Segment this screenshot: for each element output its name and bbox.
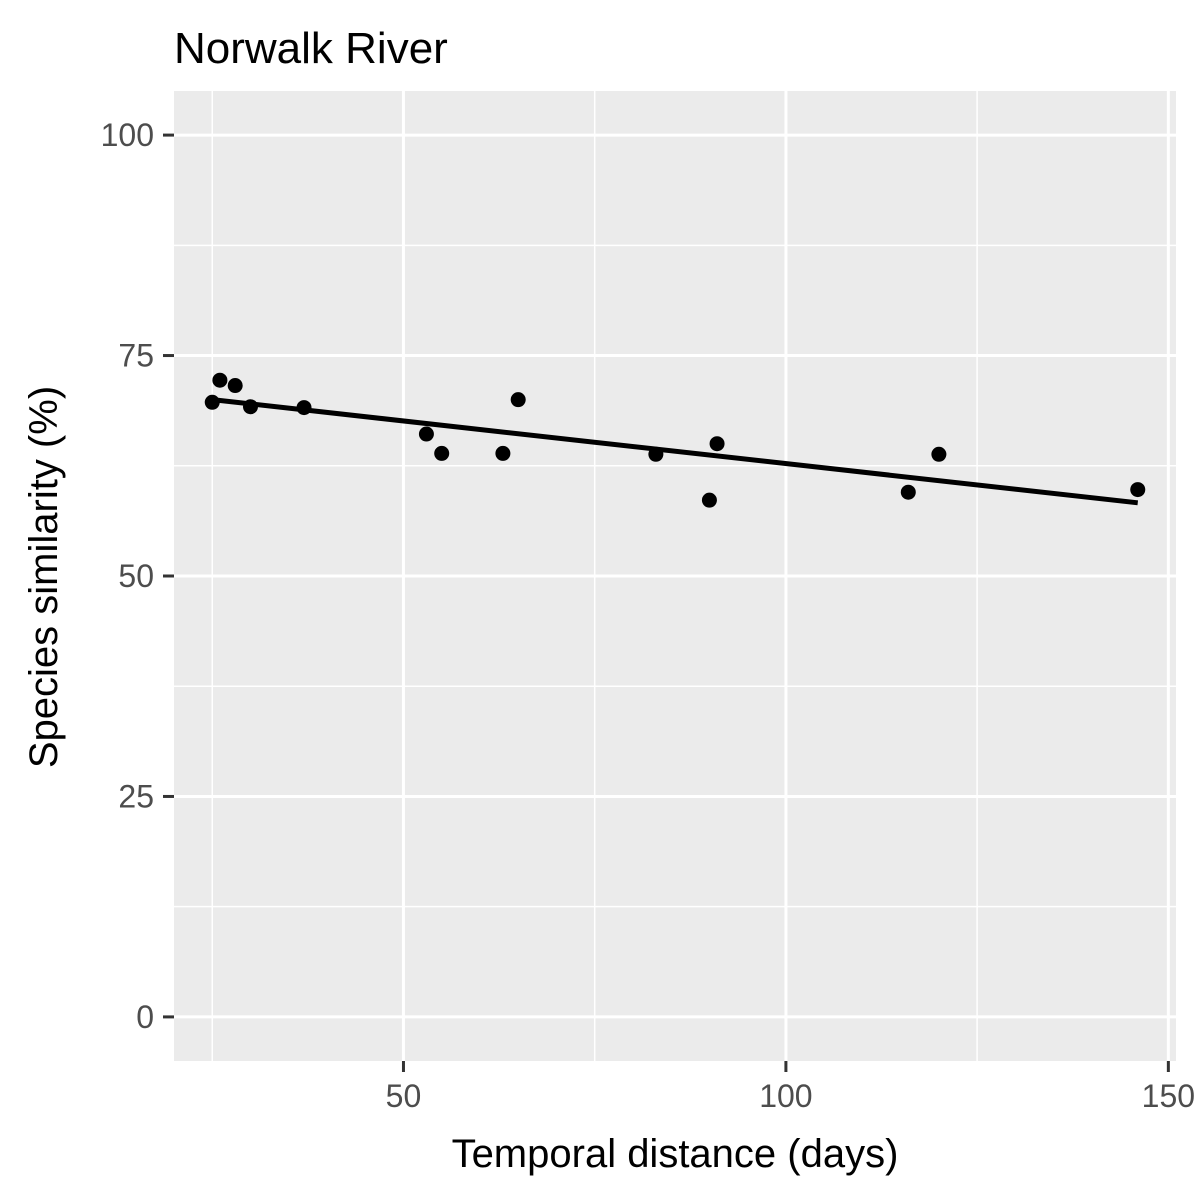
x-tick-label: 50 xyxy=(386,1078,422,1114)
data-point xyxy=(495,445,511,461)
data-point xyxy=(296,400,312,416)
data-point xyxy=(212,372,228,388)
data-point xyxy=(242,399,258,415)
y-axis-title: Species similarity (%) xyxy=(22,386,66,768)
x-axis-title: Temporal distance (days) xyxy=(452,1132,899,1176)
data-point xyxy=(227,378,243,394)
data-point xyxy=(648,446,664,462)
y-tick-label: 0 xyxy=(136,999,154,1035)
data-point xyxy=(900,484,916,500)
data-point xyxy=(709,436,725,452)
y-tick-label: 50 xyxy=(118,558,154,594)
points-layer xyxy=(204,372,1146,508)
y-tick-label: 75 xyxy=(118,338,154,374)
fit-line-layer xyxy=(211,397,1139,506)
y-tick-label: 25 xyxy=(118,778,154,814)
x-axis: 50 100 150 xyxy=(386,1061,1195,1114)
data-point xyxy=(418,426,434,442)
y-tick-label: 100 xyxy=(101,117,154,153)
data-point xyxy=(204,394,220,410)
x-tick-label: 100 xyxy=(759,1078,812,1114)
fit-line xyxy=(211,397,1139,506)
grid-major xyxy=(174,91,1176,1061)
data-point xyxy=(1130,482,1146,498)
chart-title: Norwalk River xyxy=(174,24,448,73)
x-tick-label: 150 xyxy=(1142,1078,1195,1114)
data-point xyxy=(434,445,450,461)
data-point xyxy=(510,392,526,408)
data-point xyxy=(931,446,947,462)
data-point xyxy=(701,492,717,508)
y-axis: 0 25 50 75 100 xyxy=(101,117,174,1035)
